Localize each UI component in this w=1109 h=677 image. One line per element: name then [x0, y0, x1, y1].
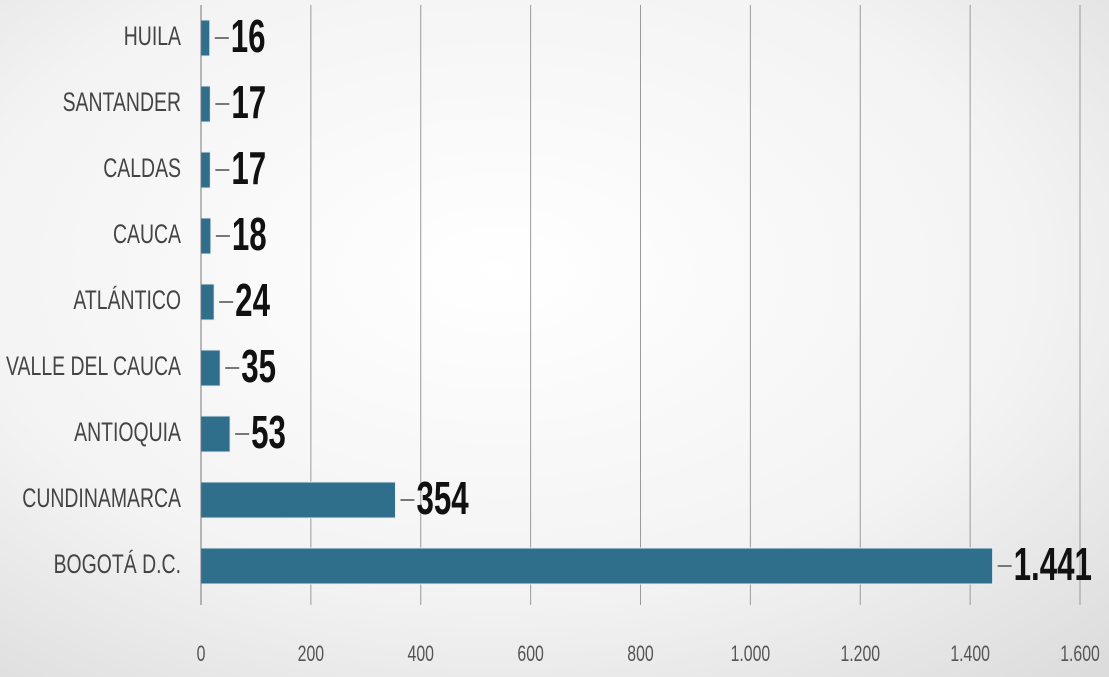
x-tick-label: 200	[298, 642, 324, 666]
x-tick-label-group: 1.600	[1060, 642, 1100, 666]
value-label-group: 53	[251, 407, 286, 458]
value-label-group: 17	[231, 143, 266, 194]
value-label: 53	[251, 407, 286, 458]
y-tick-label: ATLÁNTICO	[73, 285, 181, 315]
value-label: 1.441	[1014, 539, 1092, 590]
y-tick-label: VALLE DEL CAUCA	[6, 351, 181, 381]
y-tick-label: HUILA	[124, 21, 181, 51]
value-label: 354	[416, 473, 468, 524]
bar	[200, 481, 396, 519]
x-tick-label-group: 600	[517, 642, 543, 666]
bar	[200, 349, 221, 387]
y-tick-label-group: CUNDINAMARCA	[22, 483, 181, 513]
y-tick-label: CUNDINAMARCA	[22, 483, 181, 513]
value-label-group: 18	[232, 209, 267, 260]
bar	[200, 547, 994, 585]
bar	[200, 415, 231, 453]
x-tick-label-group: 400	[408, 642, 434, 666]
y-tick-label-group: VALLE DEL CAUCA	[6, 351, 181, 381]
x-tick-label: 0	[197, 642, 206, 666]
y-tick-label-group: SANTANDER	[63, 87, 181, 117]
y-tick-label: CALDAS	[103, 153, 181, 183]
x-tick-label: 400	[408, 642, 434, 666]
bar	[200, 19, 211, 57]
x-tick-label: 1.400	[950, 642, 990, 666]
x-tick-label: 1.600	[1060, 642, 1100, 666]
y-tick-label: SANTANDER	[63, 87, 181, 117]
x-tick-label-group: 800	[627, 642, 653, 666]
y-tick-label: ANTIOQUIA	[74, 417, 181, 447]
bar	[200, 151, 211, 189]
y-tick-label-group: BOGOTÁ D.C.	[54, 549, 181, 579]
y-tick-label-group: ATLÁNTICO	[73, 285, 181, 315]
y-tick-label-group: CAUCA	[113, 219, 181, 249]
value-label-group: 17	[231, 77, 266, 128]
value-label-group: 1.441	[1014, 539, 1092, 590]
bar	[200, 217, 212, 255]
value-label: 16	[231, 11, 266, 62]
x-tick-label: 800	[627, 642, 653, 666]
value-label-group: 35	[241, 341, 276, 392]
x-tick-label-group: 1.400	[950, 642, 990, 666]
value-label: 17	[231, 77, 266, 128]
y-tick-label-group: HUILA	[124, 21, 181, 51]
x-tick-label-group: 200	[298, 642, 324, 666]
value-label-group: 24	[235, 275, 270, 326]
value-label: 18	[232, 209, 267, 260]
value-label-group: 354	[416, 473, 468, 524]
y-tick-label-group: ANTIOQUIA	[74, 417, 181, 447]
x-tick-label: 1.000	[731, 642, 771, 666]
bar	[200, 283, 215, 321]
bar	[200, 85, 211, 123]
x-tick-label-group: 0	[197, 642, 206, 666]
y-tick-label: BOGOTÁ D.C.	[54, 549, 181, 579]
value-label: 17	[231, 143, 266, 194]
x-tick-label-group: 1.000	[731, 642, 771, 666]
y-tick-label-group: CALDAS	[103, 153, 181, 183]
x-tick-label: 600	[517, 642, 543, 666]
value-label: 24	[235, 275, 270, 326]
value-label-group: 16	[231, 11, 266, 62]
x-tick-label-group: 1.200	[840, 642, 880, 666]
value-label: 35	[241, 341, 276, 392]
x-tick-label: 1.200	[840, 642, 880, 666]
y-tick-label: CAUCA	[113, 219, 181, 249]
